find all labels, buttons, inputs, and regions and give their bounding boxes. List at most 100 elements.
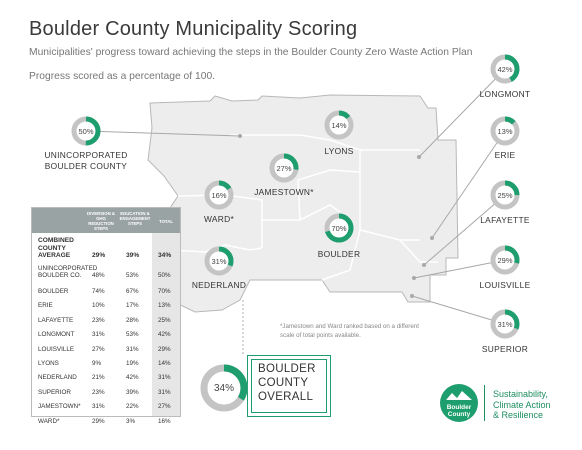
row-name: BOULDER <box>38 288 69 295</box>
donut-value-arc <box>490 54 520 84</box>
donut-value-label: 14% <box>331 121 346 130</box>
row-name: NEDERLAND <box>38 374 77 382</box>
row-value: 31% <box>92 403 105 411</box>
row-value: 74% <box>92 288 105 295</box>
donut-louisville: 29% <box>490 245 520 275</box>
logo-text: Sustainability, Climate Action & Resilie… <box>493 389 551 420</box>
row-value: 29% <box>92 417 105 425</box>
row-value: 50% <box>158 272 171 279</box>
internal-border <box>177 194 263 220</box>
leader-line <box>413 259 506 279</box>
donut-value-arc <box>269 153 299 183</box>
row-name: WARD* <box>38 417 60 425</box>
donut-value-label: 16% <box>211 191 226 200</box>
place-label: BOULDER <box>317 249 361 259</box>
place-label: UNINCORPORATED BOULDER COUNTY <box>44 150 128 171</box>
donut-value-arc <box>200 364 248 412</box>
row-name: LYONS <box>38 360 59 367</box>
leader-line <box>431 130 506 239</box>
logo-badge-line-2: County <box>448 411 471 418</box>
footnote: *Jamestown and Ward ranked based on a di… <box>280 323 419 339</box>
row-value: 31% <box>158 374 171 382</box>
donut-value-label: 13% <box>497 127 512 136</box>
row-value: 39% <box>126 252 140 259</box>
overall-box: BOULDER COUNTY OVERALL <box>247 355 331 417</box>
donut-value-label: 31% <box>497 320 512 329</box>
donut-value-arc <box>324 110 354 140</box>
row-value: 39% <box>126 388 139 396</box>
row-value: 9% <box>92 360 102 367</box>
donut-value-arc <box>71 116 101 146</box>
donut-longmont: 42% <box>490 54 520 84</box>
donut-boulder: 70% <box>324 213 354 243</box>
internal-border <box>359 150 420 241</box>
place-label: LOUISVILLE <box>479 280 531 290</box>
donut-superior: 31% <box>490 309 520 339</box>
place-label: LYONS <box>324 146 354 156</box>
internal-border <box>169 244 263 253</box>
row-name: LOUISVILLE <box>38 345 75 353</box>
row-name: LONGMONT <box>38 331 75 339</box>
leader-line <box>411 295 506 325</box>
row-value: 25% <box>158 316 171 324</box>
row-value: 67% <box>126 288 139 295</box>
location-dot <box>410 294 414 298</box>
donut-value-label: 27% <box>276 164 291 173</box>
donut-value-label: 50% <box>78 127 93 136</box>
total-column-highlight <box>152 233 180 416</box>
row-value: 70% <box>158 288 171 295</box>
donut-value-label: 25% <box>497 191 512 200</box>
location-dot <box>430 236 434 240</box>
donut-value-label: 34% <box>214 383 234 394</box>
row-value: 17% <box>126 302 139 310</box>
row-value: 34% <box>158 252 172 259</box>
table-header: DIVERSION & GHG REDUCTION STEPS EDUCATIO… <box>32 208 180 233</box>
donut-nederland: 31% <box>204 246 234 276</box>
row-value: 29% <box>92 252 106 259</box>
internal-border <box>399 239 438 263</box>
donut-value-arc <box>490 309 520 339</box>
row-name: JAMESTOWN* <box>38 403 81 411</box>
donut-value-arc <box>324 213 354 243</box>
row-value: 23% <box>92 316 105 324</box>
donut-value-arc <box>204 180 234 210</box>
logo-badge-line-1: Boulder <box>447 404 472 411</box>
leader-line <box>423 194 506 266</box>
donut-value-arc <box>204 246 234 276</box>
row-name: SUPERIOR <box>38 388 71 396</box>
donut-ward: 16% <box>204 180 234 210</box>
row-value: 14% <box>158 360 171 367</box>
row-value: 21% <box>92 374 105 382</box>
row-value: 31% <box>92 331 105 339</box>
row-value: 3% <box>126 417 136 425</box>
score-table: DIVERSION & GHG REDUCTION STEPS EDUCATIO… <box>31 207 181 425</box>
overall-donut: 34% <box>200 364 248 412</box>
row-name: LAFAYETTE <box>38 316 74 324</box>
col-header-total: TOTAL <box>159 219 173 224</box>
county-logo-icon: Boulder County <box>440 384 478 422</box>
place-label: LAFAYETTE <box>480 215 530 225</box>
row-value: 53% <box>126 331 139 339</box>
county-outline <box>147 94 459 355</box>
donut-lyons: 14% <box>324 110 354 140</box>
location-dot <box>412 276 416 280</box>
row-value: 31% <box>126 345 139 353</box>
row-value: 19% <box>126 360 139 367</box>
donut-value-label: 31% <box>211 257 226 266</box>
location-dot <box>238 134 242 138</box>
location-dot <box>417 155 421 159</box>
donut-charts: 50% 14% 27% 16% 70% 31% 42% 13% 25% 29% 31% <box>71 54 520 339</box>
internal-border <box>297 169 361 221</box>
row-value: 27% <box>158 403 171 411</box>
row-value: 10% <box>92 302 105 310</box>
donut-value-label: 42% <box>497 65 512 74</box>
donut-value-arc <box>490 116 520 146</box>
place-label: JAMESTOWN* <box>254 187 314 197</box>
row-value: 29% <box>158 345 171 353</box>
row-name: COMBINED COUNTY AVERAGE <box>38 237 74 259</box>
donut-value-label: 29% <box>497 256 512 265</box>
row-value: 22% <box>126 403 139 411</box>
row-value: 53% <box>126 272 139 279</box>
row-name: UNINCORPORATED BOULDER CO. <box>38 265 98 279</box>
